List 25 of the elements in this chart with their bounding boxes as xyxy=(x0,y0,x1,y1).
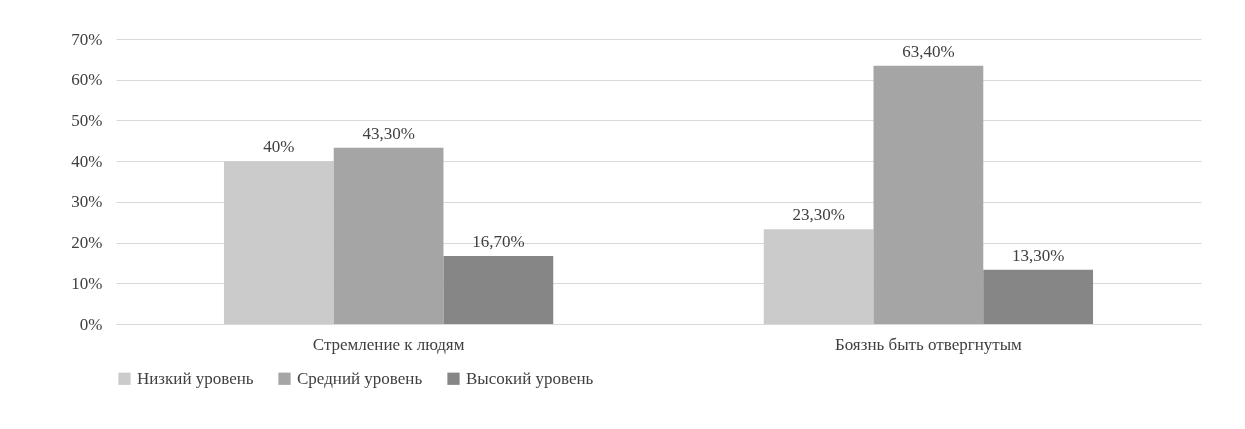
data-label: 23,30% xyxy=(792,205,845,225)
bar xyxy=(873,65,984,324)
y-tick-label: 30% xyxy=(71,192,103,212)
legend-label: Низкий уровень xyxy=(137,368,254,388)
y-tick-label: 0% xyxy=(79,314,103,334)
y-tick-label: 50% xyxy=(71,110,103,130)
x-tick-label: Боязнь быть отвергнутым xyxy=(834,334,1023,354)
bar xyxy=(443,256,554,324)
data-label: 16,70% xyxy=(472,232,525,252)
x-tick-label: Стремление к людям xyxy=(312,334,465,354)
y-tick-label: 40% xyxy=(71,151,103,171)
legend-label: Средний уровень xyxy=(297,368,423,388)
y-tick-label: 20% xyxy=(71,233,103,253)
bar xyxy=(763,229,874,324)
y-tick-label: 10% xyxy=(71,273,103,293)
y-tick-label: 70% xyxy=(71,29,103,49)
bar xyxy=(223,161,334,324)
legend-label: Высокий уровень xyxy=(466,368,594,388)
y-tick-label: 60% xyxy=(71,70,103,90)
data-label: 13,30% xyxy=(1011,245,1065,265)
data-label: 43,30% xyxy=(362,123,415,143)
bar xyxy=(333,147,444,324)
data-label: 40% xyxy=(263,137,295,157)
data-label: 63,40% xyxy=(902,41,955,61)
bar xyxy=(983,269,1094,324)
